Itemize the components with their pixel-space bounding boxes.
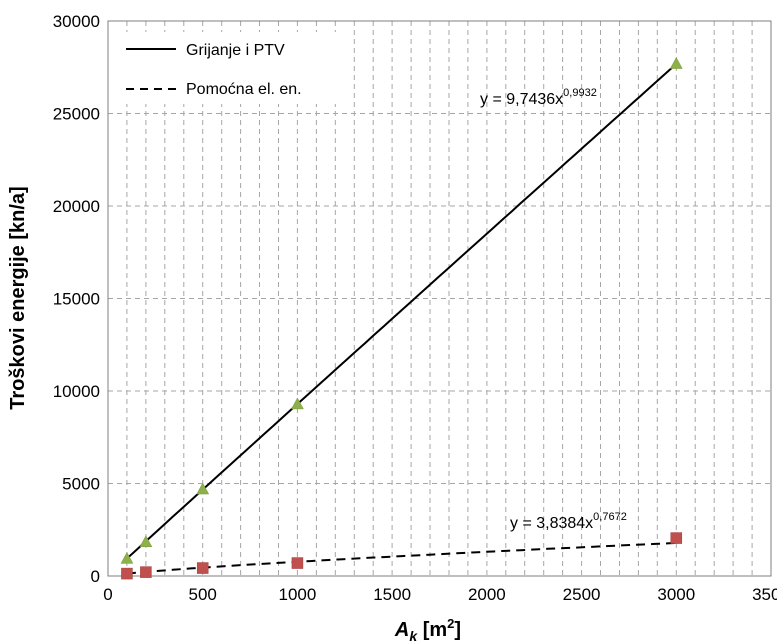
data-point-series-2: [121, 567, 133, 580]
y-tick-label: 10000: [53, 382, 100, 401]
equation-1-base: y = 9,7436x: [480, 91, 563, 108]
x-axis-title-sub: k: [409, 628, 418, 643]
equation-1-exp: 0,9932: [563, 87, 597, 99]
equation-1: y = 9,7436x0,9932: [480, 87, 597, 108]
data-point-series-1: [120, 551, 134, 564]
x-tick-label: 0: [103, 585, 112, 604]
data-point-series-1: [291, 397, 304, 410]
x-tick-label: 2000: [468, 585, 506, 604]
equation-2-base: y = 3,8384x: [510, 515, 593, 532]
y-tick-label: 15000: [53, 290, 100, 309]
x-tick-label: 3000: [657, 585, 695, 604]
x-tick-label: 2500: [563, 585, 601, 604]
x-axis-title: Ak [m2]: [394, 616, 461, 643]
plot-area-border: [107, 20, 772, 577]
equation-2: y = 3,8384x0,7672: [510, 511, 627, 532]
legend: Grijanje i PTV Pomoćna el. en.: [114, 32, 338, 104]
legend-entry-1: Grijanje i PTV: [186, 42, 285, 59]
equation-2-exp: 0,7672: [593, 511, 627, 523]
trendlines: [126, 63, 677, 575]
x-tick-label: 1500: [373, 585, 411, 604]
x-axis-title-unit-sup: 2: [447, 616, 454, 631]
data-markers: [120, 57, 683, 580]
trendline-series-2: [126, 542, 677, 575]
y-tick-label: 25000: [53, 105, 100, 124]
data-point-series-2: [196, 562, 209, 574]
y-tick-label: 5000: [62, 475, 100, 494]
y-axis-title: Troškovi energije [kn/a]: [7, 186, 29, 409]
legend-entry-2: Pomoćna el. en.: [186, 81, 302, 98]
y-tick-label: 0: [91, 567, 100, 586]
data-point-series-1: [669, 57, 683, 69]
x-tick-label: 1000: [279, 585, 317, 604]
data-point-series-1: [196, 482, 210, 495]
data-point-series-1: [139, 535, 153, 548]
y-tick-label: 30000: [53, 12, 100, 31]
tick-labels: 0 5000 10000 15000 20000 25000 30000 0 500 1000 15…: [53, 12, 777, 604]
x-tick-label: 500: [189, 585, 217, 604]
data-point-series-2: [670, 532, 683, 544]
x-axis-title-var: A: [394, 619, 409, 641]
x-axis-title-unit: [m: [417, 619, 447, 641]
x-tick-label: 3500: [752, 585, 777, 604]
data-point-series-2: [140, 566, 152, 578]
data-point-series-2: [291, 557, 304, 569]
trendline-series-1: [126, 63, 677, 560]
x-axis-title-unit-close: ]: [454, 619, 461, 641]
y-tick-label: 20000: [53, 197, 100, 216]
legend-box: [114, 32, 338, 104]
